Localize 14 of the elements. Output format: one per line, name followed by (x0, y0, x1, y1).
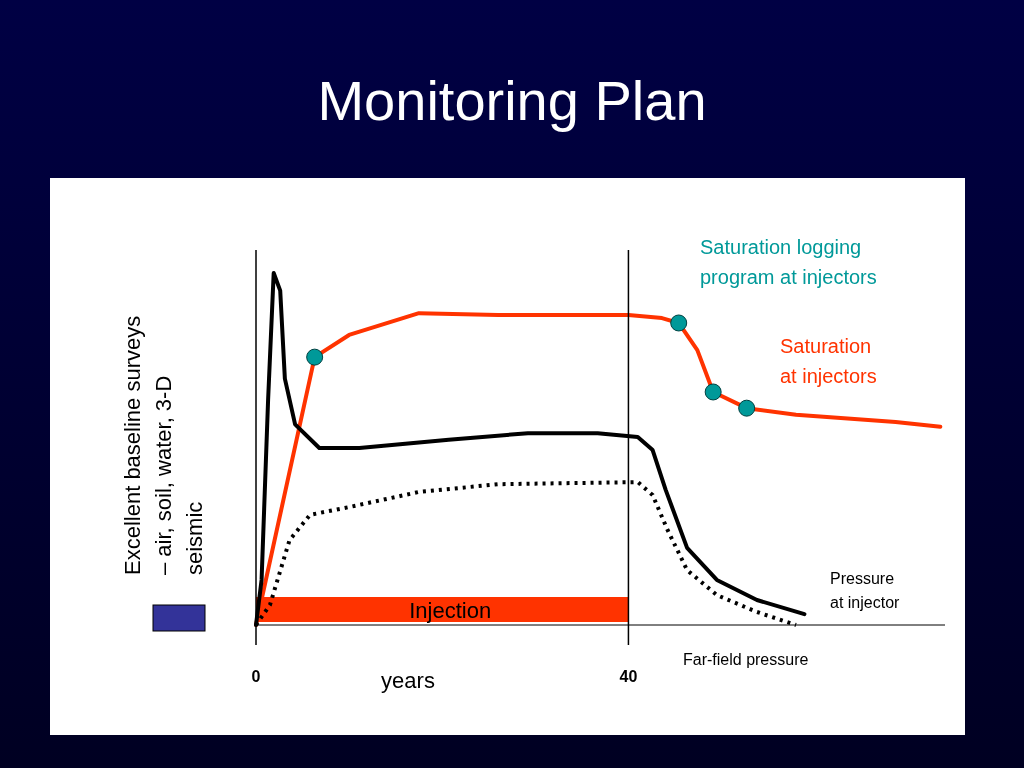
point (670, 314, 688, 332)
x-axis-title: years (381, 668, 435, 693)
series-label: Pressure at injector (830, 570, 901, 611)
point (306, 348, 324, 366)
y-axis-title: Excellent baseline surveys – air, soil, water, 3-D seismic (120, 315, 207, 575)
band-label: Injection (409, 598, 492, 623)
series-label: Saturation at injectors (780, 335, 877, 387)
x-tick-label: 0 (251, 668, 261, 685)
chart-title: Monitoring Plan (317, 69, 707, 132)
point (738, 399, 756, 417)
point (704, 383, 722, 401)
series-label: Far-field pressure (683, 651, 809, 668)
x-tick-label: 40 (619, 668, 638, 685)
series-label: Saturation logging program at injectors (700, 236, 877, 288)
